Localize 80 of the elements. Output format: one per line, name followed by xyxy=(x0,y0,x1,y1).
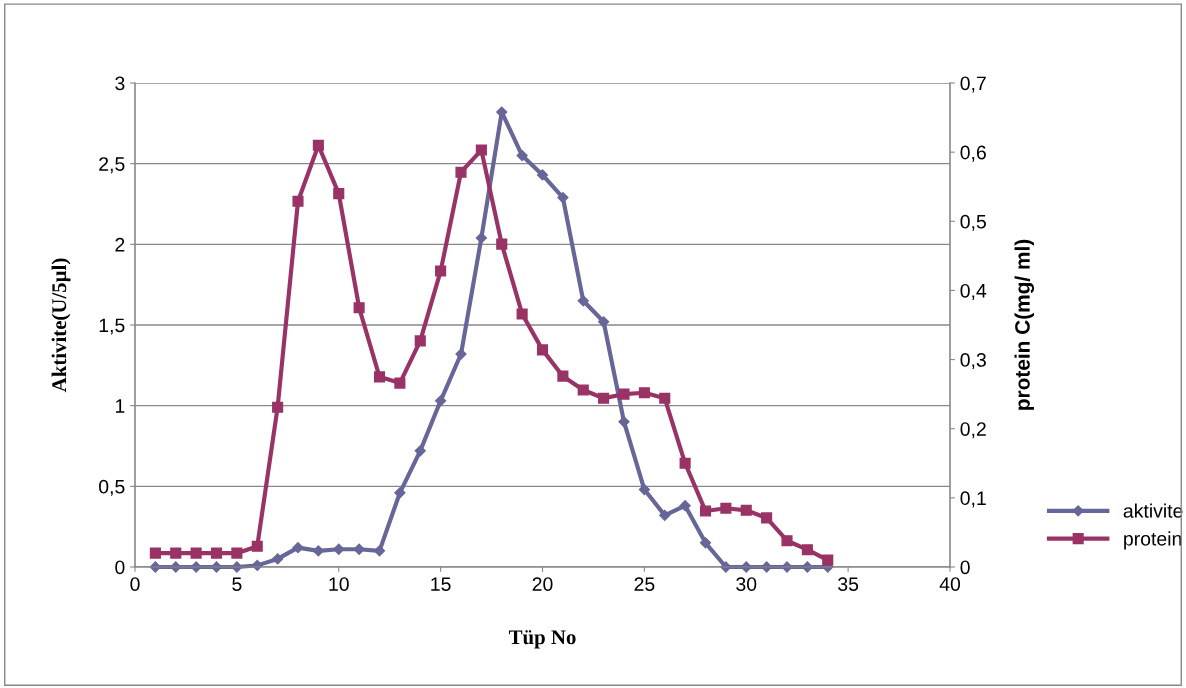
point xyxy=(699,505,712,517)
point xyxy=(699,537,712,549)
y-tick-label: 1,5 xyxy=(99,318,125,335)
point xyxy=(679,457,691,469)
point xyxy=(496,238,508,250)
y-axis-title: Aktivite(U/5µl) xyxy=(51,258,71,393)
point xyxy=(251,540,263,552)
point xyxy=(761,512,773,524)
y2-tick-label: 0,2 xyxy=(960,422,986,439)
point xyxy=(801,544,813,556)
point xyxy=(781,535,793,547)
y2-tick-label: 0,5 xyxy=(960,214,986,231)
y2-tick-label: 0,6 xyxy=(960,145,986,162)
point xyxy=(659,509,671,521)
point xyxy=(292,195,304,207)
point xyxy=(598,392,610,404)
point xyxy=(373,371,386,383)
point xyxy=(638,387,650,399)
y2-axis-title: protein C(mg/ ml) xyxy=(1014,239,1035,410)
y2-tick-label: 0 xyxy=(960,560,970,575)
point xyxy=(414,335,426,347)
point xyxy=(536,344,549,356)
y-tick-label: 2,5 xyxy=(99,157,125,174)
y-tick-label: 2 xyxy=(115,237,125,252)
legend-label: protein xyxy=(1124,531,1182,550)
x-axis-title: Tüp No xyxy=(508,630,576,649)
x-tick-label: 0 xyxy=(130,577,140,591)
point xyxy=(618,388,630,400)
point xyxy=(292,542,304,554)
x-tick-label: 15 xyxy=(431,577,451,591)
x-tick-label: 40 xyxy=(939,577,961,591)
point xyxy=(435,395,447,407)
point xyxy=(536,169,549,181)
point xyxy=(414,445,426,457)
y2-tick-label: 0,3 xyxy=(960,353,986,370)
y-tick-label: 3 xyxy=(115,76,125,91)
point xyxy=(312,139,324,151)
point xyxy=(557,370,569,382)
x-tick-label: 30 xyxy=(736,577,757,591)
point xyxy=(394,487,406,499)
point xyxy=(638,483,650,496)
y2-tick-label: 0,4 xyxy=(960,283,987,300)
point xyxy=(516,308,528,320)
point xyxy=(475,144,487,156)
point xyxy=(659,392,671,404)
point xyxy=(598,316,610,328)
x-tick-label: 10 xyxy=(329,577,349,591)
y2-tick-label: 0,1 xyxy=(960,491,986,508)
point xyxy=(190,547,202,559)
x-tick-label: 5 xyxy=(232,577,242,591)
point xyxy=(231,547,243,559)
point xyxy=(272,553,284,565)
point xyxy=(618,416,630,428)
point xyxy=(822,554,834,566)
point xyxy=(272,401,284,413)
x-tick-label: 20 xyxy=(532,577,553,591)
legend-label: aktivite xyxy=(1123,503,1183,518)
y-tick-label: 1 xyxy=(115,399,125,413)
point xyxy=(577,295,589,307)
y2-tick-label: 0,7 xyxy=(960,76,986,93)
point xyxy=(170,547,182,559)
x-tick-label: 35 xyxy=(838,577,859,591)
point xyxy=(333,188,345,200)
point xyxy=(210,547,223,559)
point xyxy=(679,500,691,512)
point xyxy=(577,384,589,396)
point xyxy=(720,502,732,514)
point xyxy=(557,191,569,204)
y-tick-label: 0 xyxy=(115,560,125,575)
point xyxy=(435,265,447,277)
point xyxy=(353,302,365,314)
point xyxy=(353,543,365,555)
point xyxy=(394,377,406,389)
point xyxy=(516,149,528,162)
point xyxy=(149,547,161,559)
x-tick-label: 25 xyxy=(634,577,655,591)
point xyxy=(475,232,487,244)
point xyxy=(740,504,752,516)
point xyxy=(455,166,467,178)
y-tick-label: 0,5 xyxy=(99,479,125,496)
